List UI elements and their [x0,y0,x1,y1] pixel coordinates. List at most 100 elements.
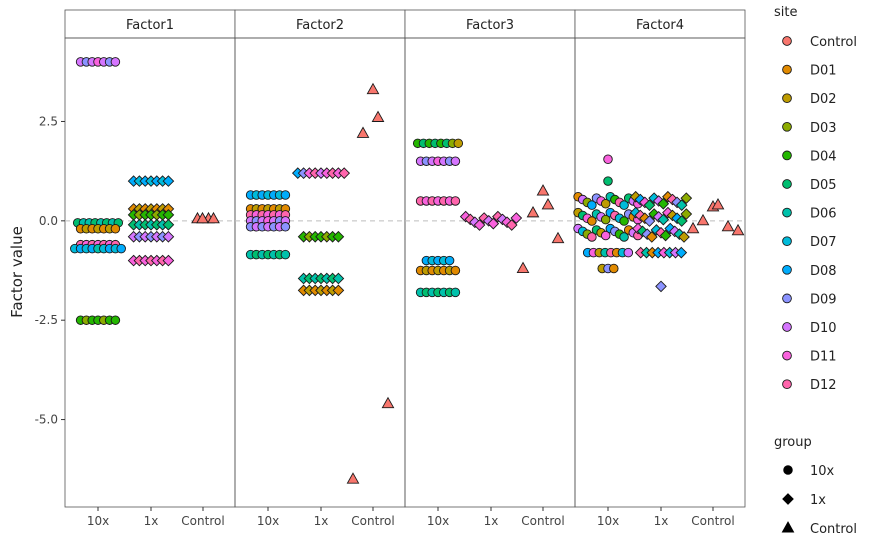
point-d12-10x [587,232,597,242]
point-d11-1x [487,217,500,230]
point-control-control [711,198,725,210]
x-tick-label: Control [521,514,564,528]
legend-site-label: D12 [810,378,837,393]
point-d03-1x [680,208,693,220]
point-d11-1x [162,254,175,267]
point-d02-1x [678,231,690,243]
facet-strip-label: Factor2 [296,18,344,33]
point-d10-10x [110,57,121,67]
x-tick-label: 1x [484,514,499,528]
point-control-control [516,261,530,273]
facet-panel-border [574,37,746,508]
x-tick-label: Control [181,514,224,528]
x-tick-label: 10x [427,514,449,528]
point-control-control [207,211,220,224]
facet-strip [404,9,576,39]
point-d03-1x [680,192,693,204]
point-d12-1x [338,167,351,179]
facet-strip-label: Factor4 [636,18,684,33]
point-d08-10x [116,243,126,254]
point-d06-10x [619,232,629,242]
point-control-control [686,221,700,234]
point-control-control [381,396,395,409]
facet-panel-factor1: Factor1 10x 1x Control [64,9,236,528]
legend-site-label: D05 [810,178,837,193]
facet-strip-label: Factor1 [126,18,174,33]
point-d02-10x [600,199,611,209]
point-d08-10x [587,200,597,210]
legend-site-key [782,64,792,75]
point-control-control [346,472,360,484]
point-d05-1x [675,215,688,227]
y-tick-label: 0.0 [39,214,58,228]
point-d05-10x [603,176,613,186]
point-d12-10x [450,196,461,206]
point-d10-10x [450,156,461,166]
legend-site-key [782,179,792,189]
point-d07-10x [619,200,629,210]
point-control-control [731,223,745,236]
legend-site-key [782,36,792,46]
legend-site-label: D03 [810,121,837,136]
point-d05-1x [162,218,175,231]
point-control-control [721,219,735,232]
facet-panel-factor3: Factor3 10x 1x Control [404,9,576,528]
point-control-control [536,184,550,196]
legend-site-label: D02 [810,92,837,107]
point-d10-10x [623,247,634,258]
facet-strip [64,9,236,39]
point-d01-1x [332,284,345,297]
facet-strip [574,9,746,39]
point-d06-1x [332,272,345,285]
point-control-control [551,231,565,244]
legend-site-label: D11 [810,350,837,365]
legend-group-key [781,521,795,533]
x-tick-label: 10x [87,514,109,528]
point-d08-1x [162,175,175,187]
point-control-control [696,213,710,226]
point-d04-1x [659,229,672,242]
point-control-control [526,205,540,218]
facet-panel-factor2: Factor2 10x 1x Control [234,9,406,528]
y-axis-label: Factor value [8,226,26,318]
site-legend-title: site [774,5,797,20]
point-d04-10x [110,315,121,325]
point-d09-1x [643,215,656,227]
legend-site-key [782,121,792,132]
legend-site-key [782,322,792,332]
legend-site-key [782,93,792,104]
point-control-control [356,126,370,138]
point-d10-1x [162,230,175,243]
legend-site-key [782,350,792,361]
legend-site-label: D09 [810,292,837,307]
legend-group-label: 10x [810,464,835,479]
facet-panel-factor4: Factor4 10x 1x Control [573,9,746,528]
y-tick-label: 2.5 [39,114,58,128]
point-d03-10x [600,214,611,225]
point-d01-10x [450,265,461,276]
point-d11-1x [510,212,523,224]
legend-site-key [782,264,792,275]
site-legend: site Control D01 D02 D03 D04 D05 D06 D07 D08 D09 D… [774,5,857,393]
point-d08-10x [280,190,291,200]
x-tick-label: 1x [654,514,669,528]
group-legend: group 10x 1x Control [774,435,857,537]
point-d11-1x [473,219,486,231]
facet-strip [234,9,406,39]
point-d01-10x [587,216,597,226]
point-d06-10x [450,287,461,298]
facet-strip-label: Factor3 [466,18,514,33]
point-d06-1x [657,213,670,226]
legend-site-label: D01 [810,64,837,79]
legend-site-label: D07 [810,235,837,250]
point-d04-10x [619,216,629,226]
legend-site-label: Control [810,35,857,50]
point-d12-1x [505,219,518,231]
point-d06-1x [675,199,688,211]
legend-site-label: D04 [810,149,837,164]
group-legend-title: group [774,435,812,450]
point-d08-1x [675,246,688,259]
legend-site-key [782,293,792,304]
legend-site-label: D06 [810,207,837,222]
point-d04-1x [657,197,670,210]
